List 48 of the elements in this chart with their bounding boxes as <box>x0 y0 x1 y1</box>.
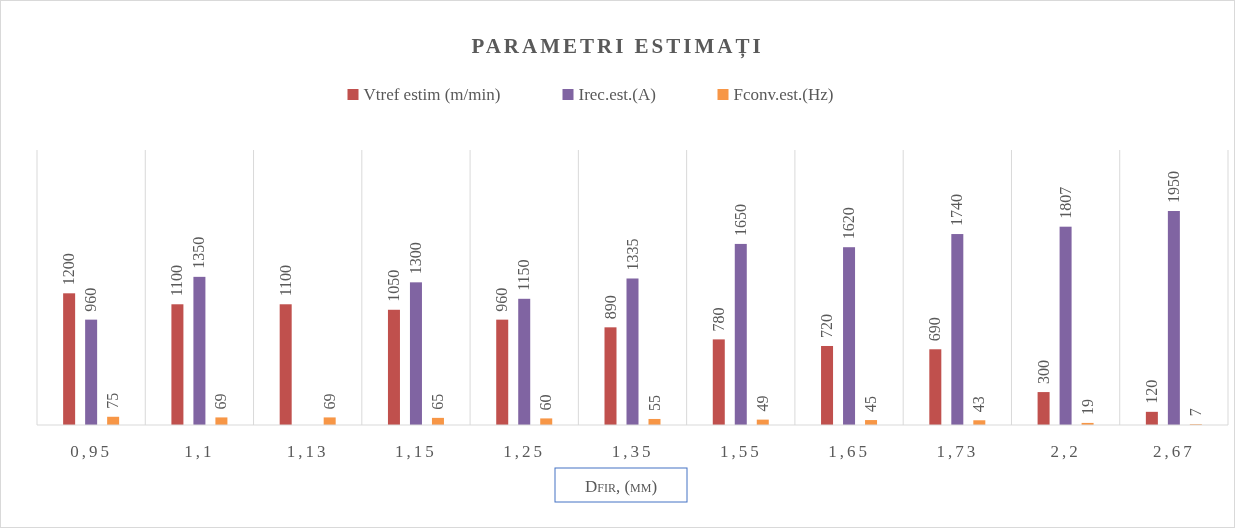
data-label: 1300 <box>406 242 424 275</box>
x-tick-label: 1,1 <box>184 442 215 461</box>
data-label: 960 <box>82 287 100 312</box>
data-label: 690 <box>926 317 944 342</box>
data-label: 43 <box>970 396 988 413</box>
data-label: 69 <box>320 393 338 410</box>
x-tick-label: 1,73 <box>936 442 979 461</box>
data-label: 65 <box>428 393 446 410</box>
data-label: 1950 <box>1164 171 1182 203</box>
data-label: 1150 <box>515 259 533 291</box>
data-label: 1100 <box>276 264 294 297</box>
chart-title: PARAMETRI ESTIMAȚI <box>471 34 764 59</box>
data-label: 890 <box>601 295 619 320</box>
legend-label: Fconv.est.(Hz) <box>733 85 834 104</box>
data-label: 1620 <box>840 207 858 240</box>
x-tick-label: 1,65 <box>828 442 870 461</box>
x-tick-label: 1,15 <box>395 442 437 461</box>
legend-label: Vtref estim (m/min) <box>363 85 501 104</box>
x-tick-label: 1,25 <box>503 442 546 461</box>
data-label: 49 <box>753 395 771 412</box>
x-tick-label: 1,35 <box>611 442 654 461</box>
x-tick-label: 2,2 <box>1050 442 1081 461</box>
x-tick-label: 1,55 <box>719 442 762 461</box>
data-label: 1200 <box>60 253 78 286</box>
data-label: 1807 <box>1056 186 1074 219</box>
x-axis-title: Dfir, (mm) <box>584 477 658 496</box>
data-label: 300 <box>1034 360 1052 385</box>
data-label: 1335 <box>623 238 641 271</box>
data-label: 960 <box>493 287 511 312</box>
x-tick-label: 1,13 <box>286 442 329 461</box>
data-label: 19 <box>1078 398 1096 415</box>
data-label: 69 <box>212 393 230 410</box>
data-label: 120 <box>1142 379 1160 404</box>
data-label: 720 <box>818 313 836 338</box>
data-label: 1050 <box>384 269 402 302</box>
data-label: 60 <box>537 394 555 411</box>
data-label: 1650 <box>731 203 749 236</box>
data-label: 780 <box>709 307 727 332</box>
data-label: 1100 <box>168 264 186 297</box>
data-label: 1350 <box>190 236 208 269</box>
data-label: 45 <box>862 396 880 413</box>
data-label: 7 <box>1186 408 1204 417</box>
data-label: 55 <box>645 394 663 411</box>
x-tick-label: 0,95 <box>70 442 113 461</box>
legend-label: Irec.est.(A) <box>578 85 656 104</box>
data-label: 75 <box>104 392 122 409</box>
x-tick-label: 2,67 <box>1152 442 1195 461</box>
data-label: 1740 <box>948 194 966 227</box>
